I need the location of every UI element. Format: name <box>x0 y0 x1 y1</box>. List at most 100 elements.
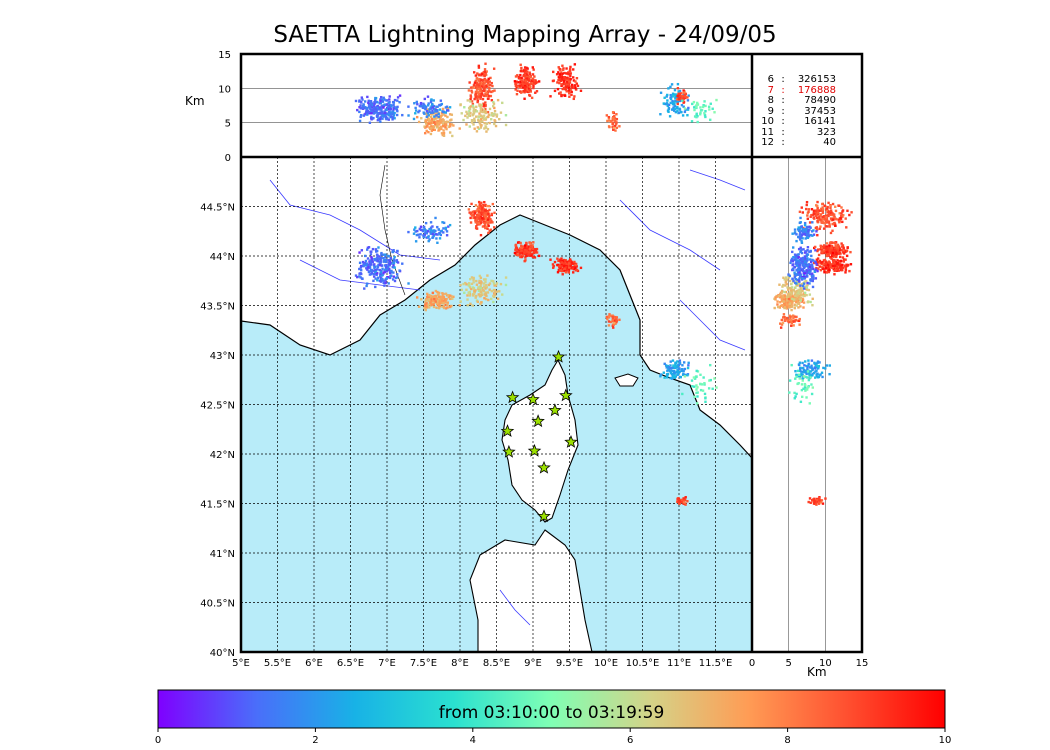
source-point <box>803 260 807 264</box>
source-point <box>562 86 566 90</box>
source-point <box>800 240 803 243</box>
source-point <box>396 261 400 264</box>
source-point <box>804 369 807 373</box>
station-star-icon <box>548 403 562 417</box>
source-point <box>530 254 533 257</box>
source-point <box>849 263 853 266</box>
source-point <box>774 296 777 299</box>
source-point <box>800 241 804 244</box>
source-point <box>827 250 830 254</box>
source-point <box>380 253 383 256</box>
source-point <box>368 112 371 115</box>
source-point <box>811 304 814 307</box>
source-point <box>800 383 804 386</box>
source-point <box>462 118 465 122</box>
source-point <box>687 361 690 365</box>
source-point <box>809 272 812 276</box>
source-point <box>557 263 560 267</box>
source-point <box>369 110 373 114</box>
source-point <box>480 119 483 123</box>
source-point <box>504 114 508 117</box>
source-point <box>816 233 819 237</box>
source-point <box>807 364 810 367</box>
source-point <box>827 248 830 252</box>
source-point <box>704 104 707 108</box>
source-point <box>396 109 399 113</box>
source-point <box>819 244 822 248</box>
source-point <box>472 113 475 116</box>
source-point <box>788 302 791 306</box>
source-point <box>801 227 805 231</box>
source-point <box>802 387 805 390</box>
source-point <box>809 278 812 281</box>
lat-tick-label: 44°N <box>210 252 235 263</box>
source-point <box>801 297 804 300</box>
source-point <box>786 299 789 302</box>
source-point <box>424 300 427 303</box>
source-point <box>826 205 829 209</box>
source-point <box>811 374 814 377</box>
source-point <box>483 104 486 107</box>
source-point <box>470 105 473 108</box>
count-value: 37453 <box>804 105 836 117</box>
source-point <box>782 296 786 299</box>
source-point <box>805 260 808 263</box>
lon-tick-label: 6°E <box>305 658 323 669</box>
source-point <box>530 96 534 100</box>
source-point <box>709 378 712 382</box>
source-point <box>440 114 443 117</box>
source-point <box>528 90 532 93</box>
source-point <box>469 95 473 99</box>
source-point <box>568 258 572 261</box>
source-point <box>607 320 611 323</box>
source-point <box>471 304 474 307</box>
source-point <box>425 115 429 118</box>
source-point <box>370 256 373 259</box>
source-point <box>475 110 479 113</box>
source-point <box>819 225 822 228</box>
colorbar-label: from 03:10:00 to 03:19:59 <box>438 703 665 723</box>
source-point <box>702 104 705 107</box>
source-point <box>565 83 569 87</box>
source-point <box>520 255 523 259</box>
source-point <box>825 219 829 222</box>
source-point <box>579 89 583 92</box>
source-point <box>806 370 810 373</box>
source-point <box>695 375 698 378</box>
source-point <box>518 253 521 256</box>
source-point <box>472 287 476 290</box>
source-point <box>520 244 523 248</box>
source-point <box>783 284 787 287</box>
source-point <box>523 97 526 100</box>
source-point <box>568 69 572 73</box>
source-point <box>795 375 798 378</box>
source-point <box>487 213 490 216</box>
source-point <box>485 130 488 133</box>
source-point <box>791 260 795 263</box>
source-point <box>444 111 448 114</box>
latitude-altitude-panel: 0 5 10 15 Km <box>749 157 869 679</box>
source-point <box>670 95 673 98</box>
source-point <box>481 110 484 114</box>
source-point <box>713 377 716 380</box>
source-point <box>830 250 833 253</box>
source-point <box>798 221 802 225</box>
side-alt-tick: 15 <box>856 658 869 669</box>
source-point <box>378 111 382 115</box>
source-point <box>791 232 794 235</box>
source-point <box>805 275 808 278</box>
source-point <box>572 271 575 274</box>
count-separator: : <box>781 126 785 138</box>
source-point <box>793 397 796 400</box>
source-point <box>672 103 676 106</box>
source-point <box>682 89 685 92</box>
source-point <box>391 250 395 254</box>
source-point <box>809 501 812 504</box>
source-point <box>798 317 801 321</box>
source-point <box>836 248 840 251</box>
source-point <box>812 267 815 271</box>
source-point <box>446 303 449 306</box>
source-point <box>800 370 803 373</box>
source-point <box>484 210 488 213</box>
source-point <box>474 115 478 118</box>
